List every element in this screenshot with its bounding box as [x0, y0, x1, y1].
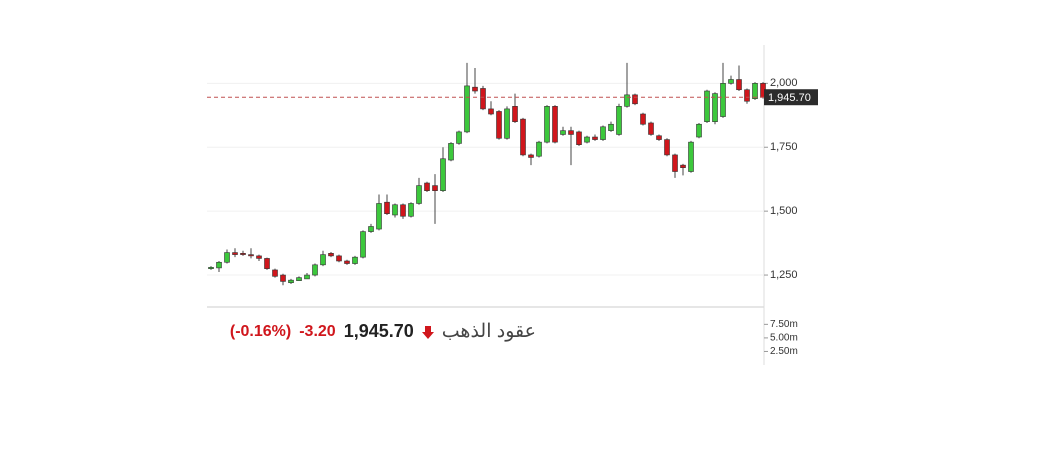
- volume-tick-label: 7.50m: [770, 319, 798, 330]
- candle-body: [560, 130, 566, 135]
- candle-body: [576, 131, 582, 145]
- y-tick-label: 1,250: [770, 269, 798, 281]
- candle-body: [536, 141, 542, 157]
- candle-body: [672, 154, 678, 172]
- candle-body: [392, 204, 398, 216]
- candle-body: [416, 185, 422, 204]
- candle-body: [408, 203, 414, 217]
- candle-body: [728, 79, 734, 84]
- candle-body: [696, 123, 702, 138]
- candle-body: [424, 182, 430, 191]
- change: -3.20: [299, 322, 336, 340]
- last-price: 1,945.70: [343, 321, 414, 341]
- candle-body: [704, 90, 710, 122]
- candle-body: [528, 154, 534, 158]
- candle-body: [744, 89, 750, 102]
- candle-body: [608, 123, 614, 131]
- candle-body: [488, 108, 494, 115]
- candle-body: [584, 136, 590, 143]
- candle-body: [752, 83, 758, 99]
- candle-body: [448, 143, 454, 161]
- candle-body: [456, 131, 462, 144]
- candle-body: [464, 85, 470, 133]
- candle-body: [352, 256, 358, 264]
- y-tick-label: 1,750: [770, 141, 798, 153]
- candle-body: [240, 253, 246, 255]
- candle-body: [328, 253, 334, 257]
- candle-body: [480, 88, 486, 110]
- volume-tick-label: 2.50m: [770, 346, 798, 357]
- candle-body: [280, 274, 286, 282]
- candle-body: [344, 260, 350, 264]
- candle-body: [680, 164, 686, 168]
- candle-body: [632, 94, 638, 105]
- candle-body: [624, 94, 630, 107]
- y-tick-label: 1,500: [770, 205, 798, 217]
- candle-body: [712, 93, 718, 122]
- candle-body: [664, 139, 670, 156]
- candle-body: [472, 86, 478, 92]
- candle-body: [272, 269, 278, 277]
- candle-body: [384, 201, 390, 215]
- candle-body: [296, 277, 302, 281]
- candle-body: [512, 106, 518, 122]
- candle-body: [304, 274, 310, 280]
- candle-body: [496, 111, 502, 139]
- down-arrow: [421, 325, 434, 339]
- y-tick-label: 2,000: [770, 77, 798, 89]
- candle-body: [592, 136, 598, 140]
- instrument-name: عقود الذهب: [441, 321, 536, 342]
- candle-body: [376, 203, 382, 230]
- candle-body: [640, 113, 646, 125]
- candle-body: [288, 279, 294, 284]
- candle-body: [312, 264, 318, 276]
- change-percent: (-0.16%): [229, 322, 292, 340]
- last-price-box: [764, 89, 818, 106]
- volume-tick-label: 5.00m: [770, 333, 798, 344]
- candle-body: [648, 122, 654, 135]
- candle-body: [320, 254, 326, 266]
- candle-body: [656, 135, 662, 140]
- candle-body: [248, 254, 254, 257]
- candle-body: [360, 231, 366, 258]
- candle-body: [600, 126, 606, 140]
- candle-body: [552, 106, 558, 143]
- candle-body: [568, 130, 574, 135]
- candle-body: [440, 158, 446, 191]
- candle-body: [520, 118, 526, 156]
- candle-body: [432, 185, 438, 191]
- candle-body: [224, 252, 230, 263]
- quote-header: عقود الذهب 1,945.70 -3.20 (-0.16%): [230, 320, 536, 343]
- candle-body: [232, 252, 238, 255]
- last-price-label: 1,945.70: [768, 92, 811, 104]
- candle-body: [736, 79, 742, 91]
- candle-body: [504, 108, 510, 139]
- candle-body: [616, 106, 622, 135]
- candle-body: [368, 226, 374, 232]
- candle-body: [264, 258, 270, 269]
- candle-body: [400, 204, 406, 217]
- candle-body: [208, 267, 214, 269]
- candle-body: [256, 255, 262, 259]
- candle-body: [336, 255, 342, 262]
- candle-body: [688, 141, 694, 172]
- candle-body: [544, 106, 550, 143]
- candle-body: [216, 261, 222, 269]
- candle-body: [720, 83, 726, 117]
